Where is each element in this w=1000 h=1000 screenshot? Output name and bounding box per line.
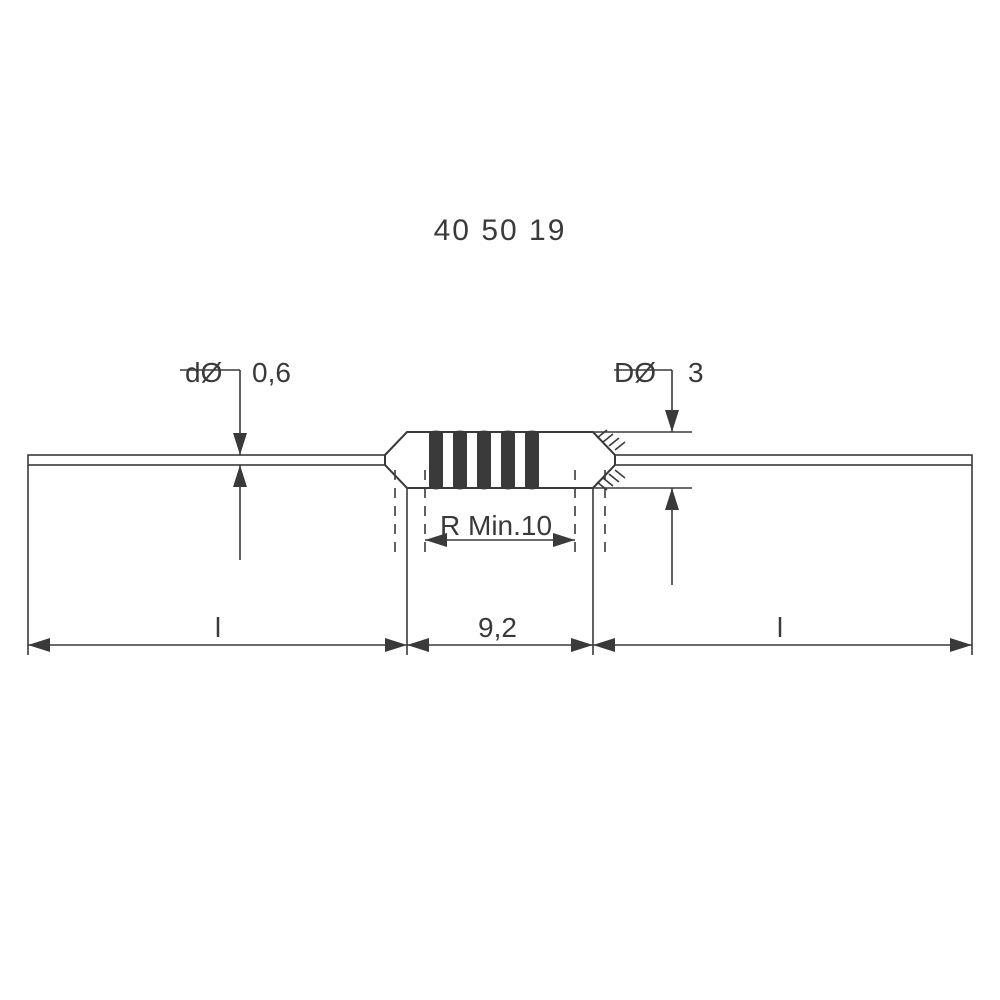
band-1 [429,431,443,490]
band-4 [501,431,515,490]
bend-radius-label: R Min.10 [440,510,552,541]
body-length-value: 9,2 [478,612,517,643]
band-3 [477,431,491,490]
part-number: 40 50 19 [434,214,567,247]
lead-length-right: l [777,612,783,643]
resistor-component [28,430,972,490]
band-5 [525,431,539,490]
lead-length-left: l [215,612,221,643]
band-2 [453,431,467,490]
lead-dia-symbol: dØ [185,357,222,388]
resistor-dimension-diagram: 40 50 19 dØ 0,6 DØ 3 R Min.10 9,2 l l [0,0,1000,1000]
body-dia-symbol: DØ [614,357,656,388]
lead-dia-value: 0,6 [252,357,291,388]
body-dia-value: 3 [688,357,704,388]
